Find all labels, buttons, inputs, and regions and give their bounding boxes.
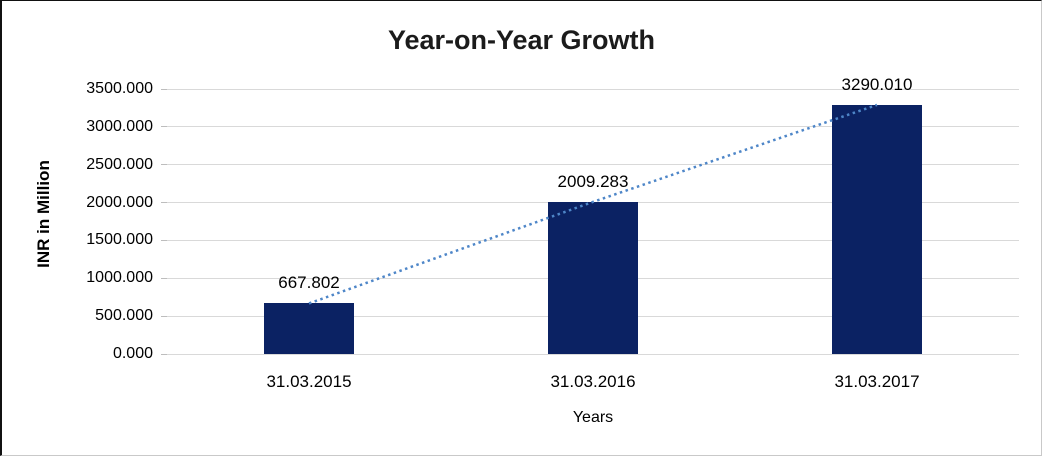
y-axis-tick [161, 88, 167, 90]
gridline [167, 88, 1019, 90]
y-axis-title: INR in Million [34, 160, 53, 268]
data-label: 3290.010 [841, 74, 913, 94]
x-tick-label: 31.03.2017 [834, 372, 920, 391]
bar-31.03.2017 [832, 104, 922, 354]
bar-31.03.2015 [264, 303, 354, 354]
data-label: 2009.283 [557, 171, 629, 191]
y-axis-tick [161, 164, 167, 166]
y-tick-label: 3500.000 [86, 80, 153, 97]
y-tick-label: 3000.000 [86, 117, 153, 135]
y-axis-tick [161, 277, 167, 279]
y-tick-label: 0.000 [112, 345, 153, 362]
chart-title: Year-on-Year Growth [387, 25, 656, 55]
gridline [167, 353, 1019, 355]
y-tick-label: 2500.000 [86, 155, 153, 173]
x-tick-label: 31.03.2015 [266, 372, 352, 391]
data-label: 667.802 [278, 273, 340, 293]
y-tick-label: 1000.000 [86, 269, 153, 287]
y-tick-label: 500.000 [95, 307, 153, 325]
y-axis-tick [161, 239, 167, 241]
bar-31.03.2016 [548, 201, 638, 354]
x-tick-label: 31.03.2016 [550, 372, 636, 391]
y-tick-label: 2000.000 [86, 193, 153, 211]
y-tick-label: 1500.000 [86, 231, 153, 249]
y-axis-tick [161, 202, 167, 204]
y-axis-tick [161, 126, 167, 128]
x-axis-title: Years [572, 409, 614, 426]
y-axis-tick [161, 315, 167, 317]
y-axis-tick [161, 353, 167, 355]
